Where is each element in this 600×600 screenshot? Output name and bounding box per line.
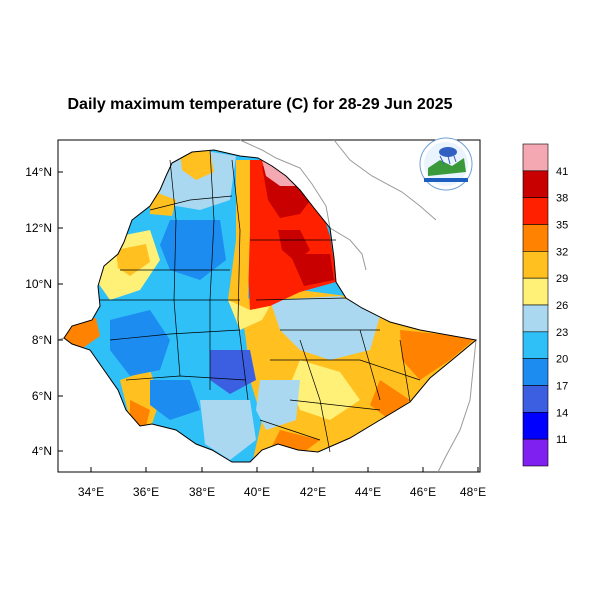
- lat-tick-label: 4°N: [32, 444, 52, 458]
- colorbar-swatch: [522, 358, 549, 386]
- map-title: Daily maximum temperature (C) for 28-29 …: [67, 96, 453, 113]
- lon-tick-label: 40°E: [244, 485, 270, 499]
- gulf-of-aden-coast: [333, 139, 437, 221]
- lon-tick-label: 38°E: [189, 485, 215, 499]
- colorbar-label: 23: [556, 327, 568, 339]
- lon-tick-label: 36°E: [133, 485, 159, 499]
- lon-tick-label: 34°E: [78, 485, 104, 499]
- lat-tick-label: 8°N: [32, 333, 52, 347]
- colorbar-label: 38: [556, 193, 568, 205]
- colorbar-label: 32: [556, 246, 568, 258]
- colorbar-swatch: [522, 304, 549, 333]
- lat-tick-label: 12°N: [25, 221, 52, 235]
- colorbar-swatch: [522, 143, 549, 172]
- lon-tick-label: 48°E: [460, 485, 486, 499]
- colorbar-swatch: [522, 251, 549, 279]
- colorbar-swatch: [522, 277, 549, 306]
- colorbar-label: 14: [556, 407, 568, 419]
- lon-tick-label: 46°E: [410, 485, 436, 499]
- colorbar-swatch: [522, 412, 549, 440]
- lat-axis: 14°N 12°N 10°N 8°N 6°N 4°N: [25, 165, 63, 458]
- colorbar-swatch: [522, 170, 549, 198]
- colorbar-label: 29: [556, 273, 568, 285]
- colorbar-label: 41: [556, 166, 568, 178]
- admin-boundaries: [100, 149, 421, 453]
- djibouti-border: [329, 227, 367, 271]
- ethiopian-meteorology-institute-logo: [419, 137, 473, 191]
- somalia-coast: [437, 339, 477, 473]
- colorbar-swatch: [522, 224, 549, 252]
- colorbar-label: 26: [556, 300, 568, 312]
- colorbar-label: 35: [556, 220, 568, 232]
- neighbor-borders: [57, 139, 477, 473]
- eritrea-border: [239, 139, 331, 229]
- lat-tick-label: 10°N: [25, 277, 52, 291]
- lon-tick-label: 44°E: [355, 485, 381, 499]
- lat-tick-label: 14°N: [25, 165, 52, 179]
- colorbar: 41 38 35 32 29 26 23 20 17 14 11: [522, 143, 568, 467]
- colorbar-label: 17: [556, 381, 568, 393]
- colorbar-swatch: [522, 438, 549, 467]
- lon-axis: 34°E 36°E 38°E 40°E 42°E 44°E 46°E 48°E: [78, 467, 486, 499]
- colorbar-swatch: [522, 197, 549, 225]
- lat-tick-label: 6°N: [32, 389, 52, 403]
- colorbar-label: 11: [556, 434, 567, 446]
- colorbar-swatch: [522, 385, 549, 413]
- colorbar-swatch: [522, 331, 549, 359]
- lon-tick-label: 42°E: [300, 485, 326, 499]
- colorbar-label: 20: [556, 354, 568, 366]
